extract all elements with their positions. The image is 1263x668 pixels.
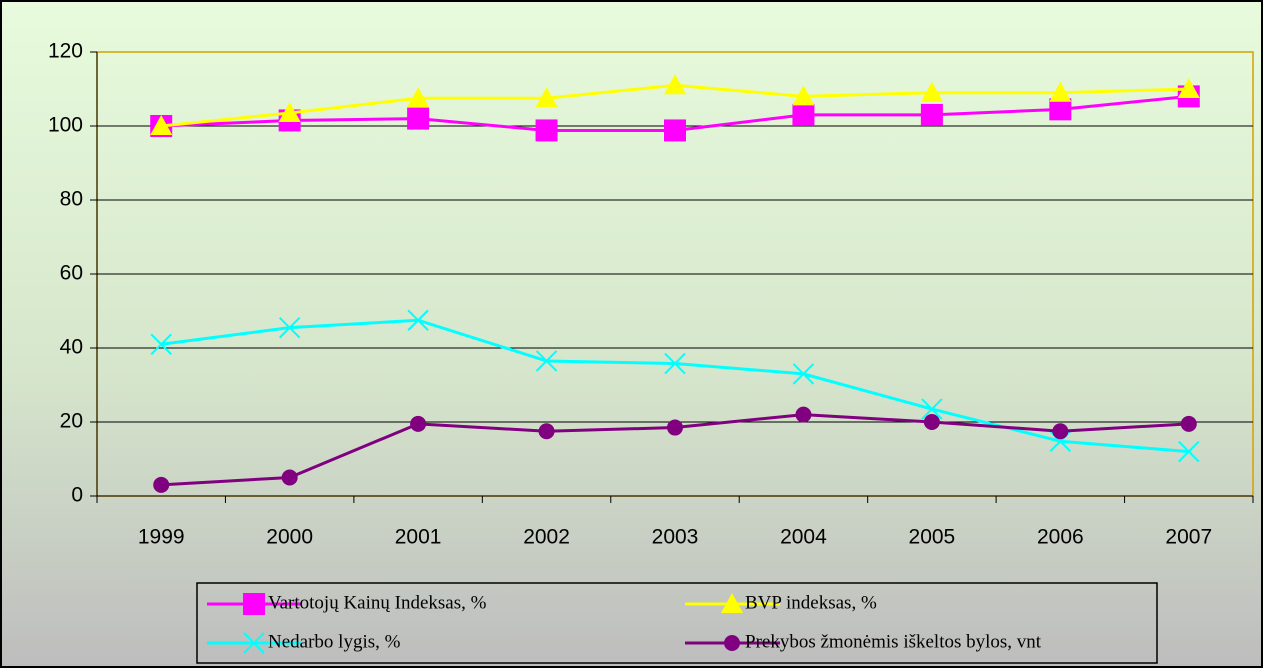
y-tick-label: 80: [60, 188, 83, 211]
data-point: [664, 119, 686, 142]
data-point: [1049, 81, 1072, 102]
data-point: [792, 103, 815, 126]
data-point: [150, 333, 172, 356]
y-tick-label: 60: [60, 262, 83, 285]
x-tick-label: 2002: [523, 526, 570, 549]
legend-marker: [721, 593, 743, 613]
legend-label: Vartotojų Kainų Indeksas, %: [268, 592, 487, 613]
data-point: [407, 87, 430, 108]
data-point: [153, 476, 170, 493]
data-point: [664, 352, 686, 375]
x-tick-label: 2005: [909, 526, 956, 549]
data-point: [535, 87, 558, 108]
data-point: [795, 406, 812, 423]
legend-label: BVP indeksas, %: [745, 592, 877, 613]
data-point: [538, 423, 555, 440]
data-point: [664, 74, 686, 95]
y-tick-label: 20: [60, 410, 83, 433]
data-point: [1178, 440, 1200, 463]
x-tick-label: 2001: [395, 526, 442, 549]
data-point: [150, 115, 173, 135]
y-tick-label: 100: [48, 114, 83, 137]
data-point: [278, 102, 301, 123]
x-tick-label: 2007: [1165, 526, 1212, 549]
data-point: [535, 119, 558, 142]
legend-marker: [724, 635, 740, 651]
data-point: [1052, 423, 1069, 440]
data-point: [407, 309, 429, 331]
legend-marker: [243, 593, 265, 615]
data-point: [410, 415, 427, 432]
y-tick-label: 120: [48, 40, 83, 63]
legend-label: Nedarbo lygis, %: [268, 631, 401, 652]
legend-marker: [243, 632, 265, 654]
y-tick-label: 40: [60, 336, 83, 359]
data-point: [667, 419, 683, 436]
data-point: [920, 103, 943, 126]
data-point: [281, 469, 298, 486]
data-point: [792, 85, 815, 106]
data-point: [407, 107, 430, 130]
data-point: [920, 81, 943, 102]
data-point: [1180, 415, 1197, 432]
data-point: [923, 414, 940, 430]
x-tick-label: 1999: [138, 526, 185, 549]
data-point: [921, 398, 943, 420]
x-tick-label: 2003: [652, 526, 699, 549]
data-point: [278, 316, 301, 339]
data-point: [792, 363, 815, 385]
x-tick-label: 2006: [1037, 526, 1084, 549]
data-point: [1049, 98, 1072, 121]
data-point: [1177, 78, 1200, 98]
y-tick-label: 0: [71, 484, 83, 507]
x-tick-label: 2004: [780, 526, 827, 549]
x-tick-label: 2000: [266, 526, 313, 549]
data-point: [535, 350, 558, 372]
legend-box: [196, 582, 1158, 664]
legend-label: Prekybos žmonėmis iškeltos bylos, vnt: [745, 631, 1042, 652]
